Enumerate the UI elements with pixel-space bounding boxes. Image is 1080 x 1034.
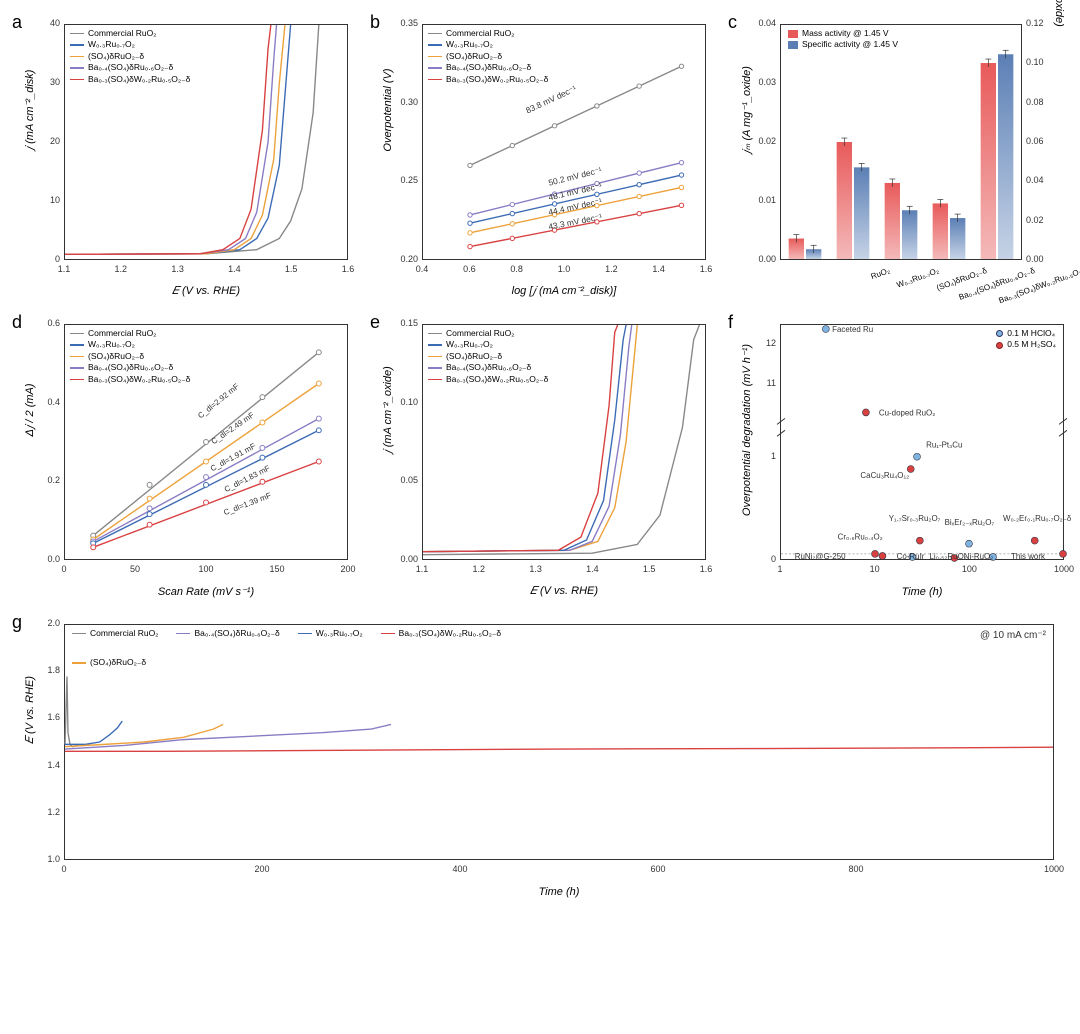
svg-text:Cu-doped RuO₂: Cu-doped RuO₂ (879, 408, 935, 417)
panel-e: e Commercial RuO₂W₀.₃Ru₀.₇O₂(SO₄)δRuO₂₋δ… (368, 310, 712, 600)
svg-text:BiₓEr₂₋ₓRu₂O₇: BiₓEr₂₋ₓRu₂O₇ (945, 518, 995, 527)
legend-e: Commercial RuO₂W₀.₃Ru₀.₇O₂(SO₄)δRuO₂₋δBa… (428, 328, 548, 385)
plot-f: Faceted Ru Cu-doped RuO₂ Ru₁-Pt₃Cu CaCu₃Ru₄… (780, 324, 1064, 560)
figure-grid: a Commercial RuO₂W₀.₃Ru₀.₇O₂(SO₄)δRuO₂₋δ… (10, 10, 1070, 900)
plot-c (780, 24, 1022, 260)
panel-d: d C_dl=2.92 mFC_dl=2.49 mFC_dl=1.91 mFC_… (10, 310, 354, 600)
svg-text:W₀.₂Er₀.₁Ru₀.₇O₂₋δ: W₀.₂Er₀.₁Ru₀.₇O₂₋δ (1003, 514, 1072, 523)
xlabel-d: Scan Rate (mV s⁻¹) (64, 585, 348, 598)
xlabel-b: log [𝑗 (mA cm⁻²_disk)] (422, 285, 706, 298)
legend-f: 0.1 M HClO₄ 0.5 M H₂SO₄ (996, 328, 1056, 351)
legend-a: Commercial RuO₂W₀.₃Ru₀.₇O₂(SO₄)δRuO₂₋δBa… (70, 28, 190, 85)
svg-text:Li₀.₅₂RuO₂: Li₀.₅₂RuO₂ (929, 552, 966, 561)
ylabel-g: 𝐸 (V vs. RHE) (24, 620, 37, 800)
xlabel-g: Time (h) (64, 886, 1054, 898)
xlabel-e: 𝐸 (V vs. RHE) (422, 585, 706, 598)
legend-b: Commercial RuO₂W₀.₃Ru₀.₇O₂(SO₄)δRuO₂₋δBa… (428, 28, 548, 85)
legend-g: Commercial RuO₂Ba₀.₄(SO₄)δRu₀.₆O₂₋δW₀.₃R… (72, 628, 572, 669)
legend-d: Commercial RuO₂W₀.₃Ru₀.₇O₂(SO₄)δRuO₂₋δBa… (70, 328, 190, 385)
panel-f: f Faceted Ru Cu-doped RuO₂ Ru₁-Pt₃Cu CaCu₃R… (726, 310, 1070, 600)
panel-label-f: f (728, 312, 733, 333)
svg-text:83.8 mV dec⁻¹: 83.8 mV dec⁻¹ (524, 83, 578, 115)
panel-g: g Commercial RuO₂Ba₀.₄(SO₄)δRu₀.₆O₂₋δW₀.… (10, 610, 1070, 900)
svg-text:C_dl=1.91 mF: C_dl=1.91 mF (209, 441, 257, 473)
ylabel-b: Overpotential (V) (382, 20, 394, 200)
panel-label-g: g (12, 612, 22, 633)
legend-c: Mass activity @ 1.45 V Specific activity… (788, 28, 898, 51)
legend-c-mass: Mass activity @ 1.45 V (802, 28, 889, 39)
svg-text:CaCu₃Ru₄O₁₂: CaCu₃Ru₄O₁₂ (860, 471, 909, 480)
panel-label-d: d (12, 312, 22, 333)
svg-text:RuNi₂@G-250: RuNi₂@G-250 (795, 552, 846, 561)
legend-f-h2so4: 0.5 M H₂SO₄ (1007, 339, 1056, 350)
svg-text:This work: This work (1011, 552, 1045, 561)
xlabel-f: Time (h) (780, 586, 1064, 598)
svg-text:Co-RuIr: Co-RuIr (897, 552, 925, 561)
svg-text:Ni-RuO₂: Ni-RuO₂ (964, 552, 994, 561)
panel-label-c: c (728, 12, 737, 33)
panel-label-e: e (370, 312, 380, 333)
panel-b: b 83.8 mV dec⁻¹50.2 mV dec⁻¹48.1 mV dec⁻… (368, 10, 712, 300)
svg-text:C_dl=2.49 mF: C_dl=2.49 mF (210, 410, 256, 446)
legend-c-spec: Specific activity @ 1.45 V (802, 39, 898, 50)
svg-text:Cr₀.₆Ru₀.₄O₂: Cr₀.₆Ru₀.₄O₂ (838, 532, 883, 541)
svg-text:Faceted Ru: Faceted Ru (832, 325, 873, 334)
xlabel-a: 𝐸 (V vs. RHE) (64, 285, 348, 298)
ylabel-d: Δ𝑗 / 2 (mA) (24, 330, 37, 490)
svg-text:Y₁.₇Sr₀.₃Ru₂O₇: Y₁.₇Sr₀.₃Ru₂O₇ (889, 514, 941, 523)
svg-text:Ru₁-Pt₃Cu: Ru₁-Pt₃Cu (926, 440, 962, 449)
panel-label-a: a (12, 12, 22, 33)
ylabel-c-left: 𝑗ₘ (A mg⁻¹_oxide) (740, 20, 754, 200)
legend-f-hclo4: 0.1 M HClO₄ (1007, 328, 1055, 339)
panel-a: a Commercial RuO₂W₀.₃Ru₀.₇O₂(SO₄)δRuO₂₋δ… (10, 10, 354, 300)
condition-g: @ 10 mA cm⁻² (980, 630, 1046, 641)
panel-label-b: b (370, 12, 380, 33)
svg-text:C_dl=2.92 mF: C_dl=2.92 mF (196, 382, 241, 421)
ylabel-a: 𝑗 (mA cm⁻²_disk) (24, 10, 37, 210)
panel-c: c Mass activity @ 1.45 V Specific activi… (726, 10, 1070, 300)
